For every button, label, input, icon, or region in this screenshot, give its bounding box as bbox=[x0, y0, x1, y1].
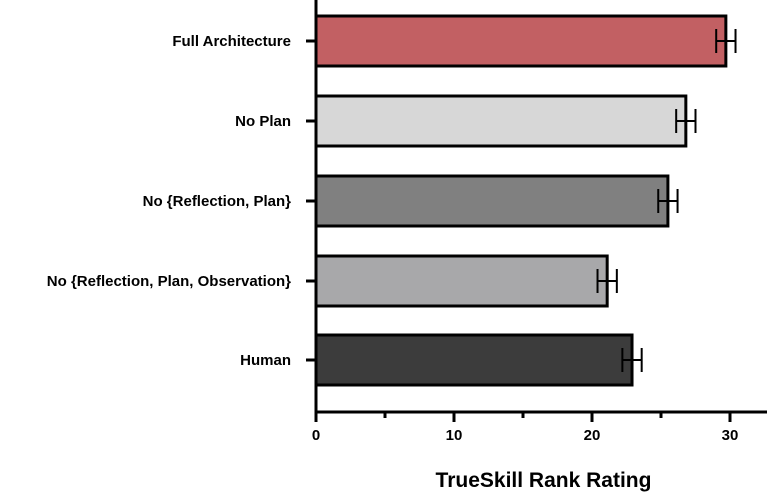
x-tick-label-30: 30 bbox=[722, 427, 739, 444]
x-tick-label-10: 10 bbox=[446, 427, 463, 444]
category-label-full-architecture: Full Architecture bbox=[172, 33, 291, 50]
error-bar-no-plan bbox=[675, 109, 697, 133]
error-bar-full-architecture bbox=[715, 29, 737, 53]
category-label-human: Human bbox=[240, 352, 291, 369]
bar-full-architecture bbox=[314, 14, 728, 68]
bar-human bbox=[314, 333, 634, 387]
axes-layer bbox=[314, 0, 767, 414]
bar-no-reflection-plan-observation bbox=[314, 254, 609, 308]
ticks-layer bbox=[306, 39, 732, 422]
bar-no-plan bbox=[314, 94, 688, 148]
error-bar-no-reflection-plan-observation bbox=[596, 269, 618, 293]
category-label-no-plan: No Plan bbox=[235, 113, 291, 130]
category-label-no-reflection-plan: No {Reflection, Plan} bbox=[143, 193, 292, 210]
bar-no-reflection-plan bbox=[314, 174, 670, 228]
error-bars-layer bbox=[596, 29, 737, 372]
x-tick-label-20: 20 bbox=[584, 427, 601, 444]
category-label-no-reflection-plan-observation: No {Reflection, Plan, Observation} bbox=[47, 273, 291, 290]
x-axis-title: TrueSkill Rank Rating bbox=[436, 469, 652, 492]
bars-layer bbox=[314, 14, 728, 387]
labels-layer: Full Architecture No Plan No {Reflection, … bbox=[47, 33, 739, 444]
x-tick-label-0: 0 bbox=[312, 427, 320, 444]
error-bar-human bbox=[621, 348, 643, 372]
error-bar-no-reflection-plan bbox=[657, 189, 679, 213]
